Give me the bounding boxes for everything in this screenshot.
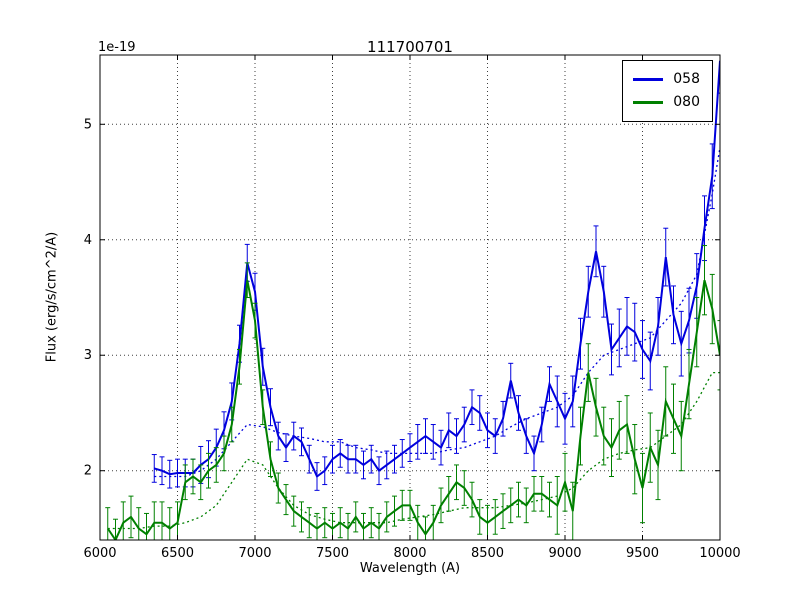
x-tick-label: 8500 [471,546,504,561]
y-tick-label: 4 [84,233,92,248]
x-tick-label: 10000 [699,546,740,561]
y-tick-label: 3 [84,348,92,363]
x-tick-label: 7500 [316,546,349,561]
y-tick-label: 5 [84,117,92,132]
plot-title: 111700701 [367,38,453,56]
x-tick-label: 6000 [83,546,116,561]
legend-label: 058 [673,71,700,87]
x-tick-label: 6500 [161,546,194,561]
series-line-080 [106,279,720,540]
y-axis-label: Flux (erg/s/cm^2/A) [44,231,60,363]
legend: 058 080 [622,60,713,122]
x-tick-label: 7000 [238,546,271,561]
x-tick-label: 8000 [393,546,426,561]
series-line-058 [154,60,720,479]
legend-line-swatch-blue [633,77,664,81]
y-axis-offset-label: 1e-19 [98,40,136,55]
x-axis-label: Wavelength (A) [359,561,461,576]
legend-label: 080 [673,93,700,110]
legend-entry-080: 080 [633,91,700,114]
x-tick-label: 9500 [626,546,659,561]
y-tick-label: 2 [84,464,92,479]
x-tick-label: 9000 [548,546,581,561]
legend-entry-058: 058 [633,68,700,91]
legend-line-swatch-green [633,100,664,104]
data-region [105,55,720,540]
